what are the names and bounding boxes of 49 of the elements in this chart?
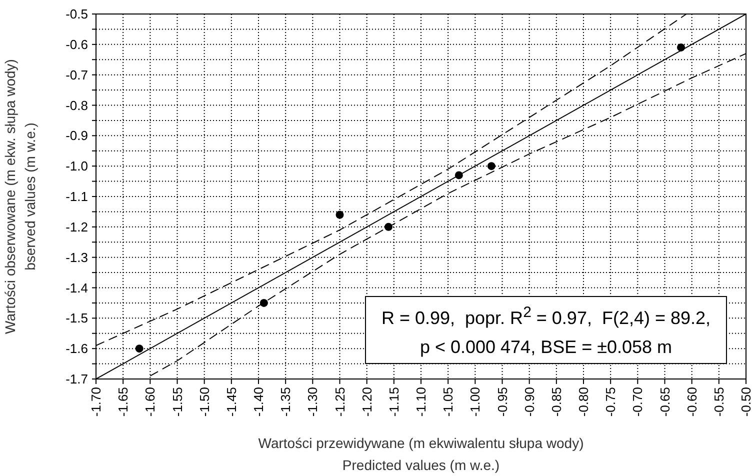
x-tick-label: -0.80: [576, 387, 591, 417]
x-tick-label: -0.65: [657, 387, 672, 417]
x-tick-label: -0.70: [630, 387, 646, 417]
y-tick-label: -1.3: [66, 250, 88, 265]
y-tick-label: -1.5: [66, 310, 88, 326]
x-tick-label: -1.40: [251, 387, 266, 417]
x-tick-label: -1.30: [305, 387, 320, 417]
x-tick-label: -0.95: [494, 387, 510, 417]
point: [260, 298, 268, 307]
y-tick-label: -1.0: [66, 158, 88, 174]
point: [384, 222, 392, 231]
x-tick-label: -1.65: [116, 387, 131, 417]
x-tick-label: -1.55: [170, 387, 185, 417]
x-tick-label: -1.50: [196, 387, 212, 417]
x-tick-label: -0.85: [548, 387, 564, 417]
y-tick-label: -1.6: [66, 341, 88, 356]
y-tick-label: -1.7: [66, 372, 88, 386]
y-tick-label: -0.9: [66, 128, 88, 144]
y-tick-label: -1.4: [66, 280, 88, 296]
x-tick-label: -0.75: [603, 387, 618, 417]
x-tick-label: -0.90: [522, 387, 537, 417]
x-axis-title: Wartości przewidywane (m ekwiwalentu słupa wody) Predicted values (m w.e.): [257, 434, 585, 475]
x-tick-label: -1.10: [414, 387, 428, 417]
x-tick-label: -0.60: [684, 387, 700, 417]
x-tick-label: -1.15: [386, 387, 402, 417]
x-tick-label: -1.25: [332, 387, 348, 417]
annotation: R = 0.99, popr. R$^{2}$ = 0.97, F(2,4) = 89.2,: [380, 303, 712, 330]
x-tick-label: -0.50: [738, 387, 754, 417]
x-tick-label: -1.00: [468, 387, 483, 417]
point: [487, 162, 496, 170]
point: [454, 171, 463, 180]
point: [135, 344, 144, 353]
y-tick-label: -0.7: [66, 67, 88, 82]
x-tick-label: -1.20: [359, 387, 374, 417]
x-tick-label: -0.55: [711, 387, 726, 417]
y-tick-label: -0.6: [66, 36, 88, 52]
y-tick-label: -0.5: [66, 6, 88, 22]
x-tick-label: -1.35: [278, 387, 294, 417]
y-tick-label: -1.1: [66, 189, 88, 204]
x-tick-label: -1.45: [224, 387, 239, 417]
y-tick-label: -1.2: [66, 219, 88, 234]
x-tick-label: -1.70: [88, 387, 104, 417]
annotation: p < 0.000 474, BSE = ±0.058 m: [418, 336, 674, 359]
x-tick-label: -1.60: [142, 387, 158, 417]
y-tick-label: -0.8: [66, 98, 88, 113]
point: [677, 43, 685, 52]
y-axis-title: Wartości obserwowane (m ekw. słupa wody) bserved values (m w.e.): [1, 58, 39, 336]
x-tick-label: -1.05: [440, 387, 456, 417]
point: [336, 210, 344, 219]
